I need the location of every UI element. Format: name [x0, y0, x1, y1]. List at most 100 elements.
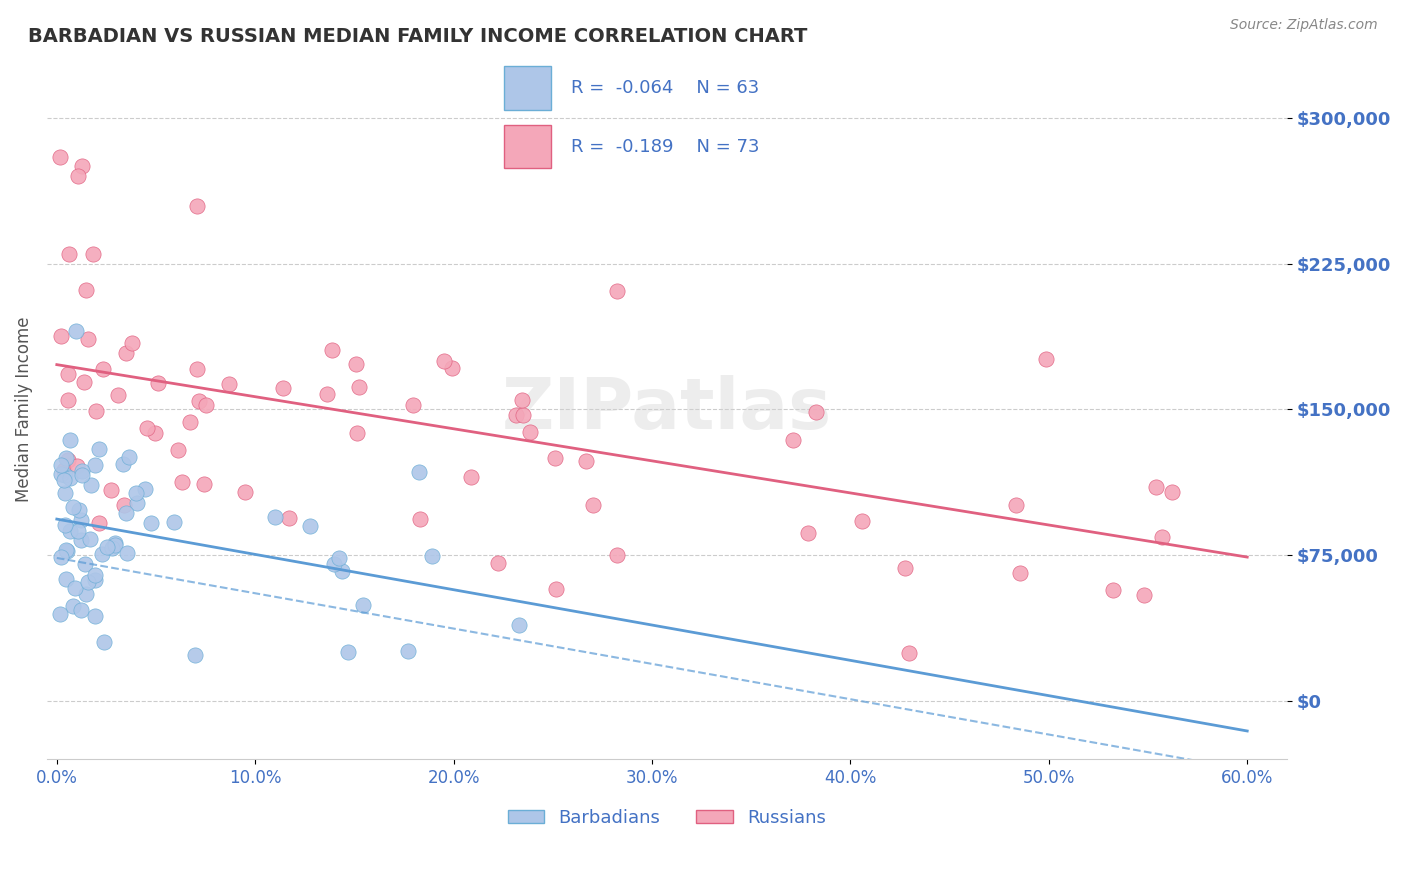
- Barbadians: [62, 500, 84, 515]
- Barbadians: [139, 516, 162, 530]
- Barbadians: [79, 532, 101, 546]
- Russians: [898, 646, 921, 660]
- Russians: [218, 377, 240, 392]
- Russians: [433, 353, 456, 368]
- Russians: [73, 375, 96, 389]
- Barbadians: [115, 506, 138, 520]
- Barbadians: [118, 450, 141, 465]
- Barbadians: [127, 496, 149, 510]
- Russians: [58, 247, 80, 261]
- Russians: [575, 453, 598, 467]
- Russians: [409, 512, 432, 526]
- Barbadians: [104, 538, 127, 552]
- Barbadians: [184, 648, 207, 662]
- Barbadians: [125, 486, 148, 500]
- Russians: [107, 388, 129, 402]
- Russians: [402, 398, 425, 412]
- Barbadians: [332, 564, 354, 578]
- Russians: [347, 380, 370, 394]
- Text: BARBADIAN VS RUSSIAN MEDIAN FAMILY INCOME CORRELATION CHART: BARBADIAN VS RUSSIAN MEDIAN FAMILY INCOM…: [28, 27, 807, 45]
- Russians: [344, 357, 367, 371]
- Russians: [1132, 588, 1154, 602]
- Barbadians: [62, 599, 84, 613]
- Russians: [87, 516, 110, 530]
- Barbadians: [117, 546, 139, 560]
- Russians: [271, 381, 294, 395]
- Y-axis label: Median Family Income: Median Family Income: [15, 317, 32, 502]
- Barbadians: [70, 468, 93, 483]
- Russians: [346, 426, 368, 441]
- Barbadians: [70, 603, 93, 617]
- Russians: [486, 556, 509, 570]
- Barbadians: [70, 513, 93, 527]
- Russians: [894, 560, 917, 574]
- Russians: [321, 343, 343, 358]
- Russians: [1035, 351, 1057, 366]
- Russians: [143, 425, 166, 440]
- Russians: [195, 398, 218, 412]
- Russians: [582, 498, 605, 512]
- Russians: [1010, 566, 1032, 580]
- Russians: [115, 346, 138, 360]
- Russians: [440, 361, 463, 376]
- Barbadians: [337, 645, 360, 659]
- Barbadians: [67, 524, 90, 538]
- Russians: [112, 498, 135, 512]
- FancyBboxPatch shape: [503, 125, 551, 169]
- Barbadians: [134, 483, 156, 497]
- Barbadians: [53, 518, 76, 533]
- Russians: [56, 452, 79, 467]
- Barbadians: [65, 324, 87, 338]
- Barbadians: [298, 518, 321, 533]
- Barbadians: [80, 477, 103, 491]
- Russians: [1005, 498, 1028, 512]
- Text: R =  -0.189    N = 73: R = -0.189 N = 73: [571, 138, 759, 156]
- Barbadians: [75, 558, 97, 572]
- Russians: [510, 153, 533, 167]
- Russians: [1102, 582, 1125, 597]
- Russians: [56, 368, 79, 382]
- Russians: [76, 332, 98, 346]
- Barbadians: [55, 450, 77, 465]
- Russians: [546, 582, 568, 596]
- Russians: [186, 199, 208, 213]
- Barbadians: [59, 471, 82, 485]
- Barbadians: [75, 587, 97, 601]
- Barbadians: [53, 473, 76, 487]
- Russians: [136, 421, 159, 435]
- Barbadians: [420, 549, 443, 564]
- Barbadians: [352, 598, 374, 612]
- Russians: [851, 514, 873, 528]
- Russians: [53, 463, 76, 477]
- Barbadians: [91, 547, 114, 561]
- Russians: [606, 548, 628, 562]
- Russians: [505, 408, 527, 422]
- Barbadians: [84, 458, 107, 472]
- Russians: [56, 392, 79, 407]
- Barbadians: [263, 509, 285, 524]
- Russians: [82, 247, 104, 261]
- Barbadians: [67, 503, 90, 517]
- Barbadians: [508, 617, 530, 632]
- Russians: [796, 525, 818, 540]
- Russians: [544, 450, 567, 465]
- Russians: [84, 403, 107, 417]
- Barbadians: [77, 574, 100, 589]
- Russians: [782, 433, 804, 447]
- Barbadians: [101, 541, 124, 556]
- Russians: [519, 425, 541, 439]
- Barbadians: [55, 542, 77, 557]
- FancyBboxPatch shape: [503, 66, 551, 110]
- Russians: [1144, 480, 1167, 494]
- Barbadians: [48, 607, 70, 621]
- Barbadians: [59, 524, 82, 539]
- Text: Source: ZipAtlas.com: Source: ZipAtlas.com: [1230, 18, 1378, 32]
- Barbadians: [84, 567, 107, 582]
- Barbadians: [328, 550, 350, 565]
- Barbadians: [96, 540, 118, 554]
- Barbadians: [162, 516, 184, 530]
- Barbadians: [70, 533, 93, 547]
- Russians: [66, 169, 89, 183]
- Barbadians: [322, 558, 344, 572]
- Russians: [510, 392, 533, 407]
